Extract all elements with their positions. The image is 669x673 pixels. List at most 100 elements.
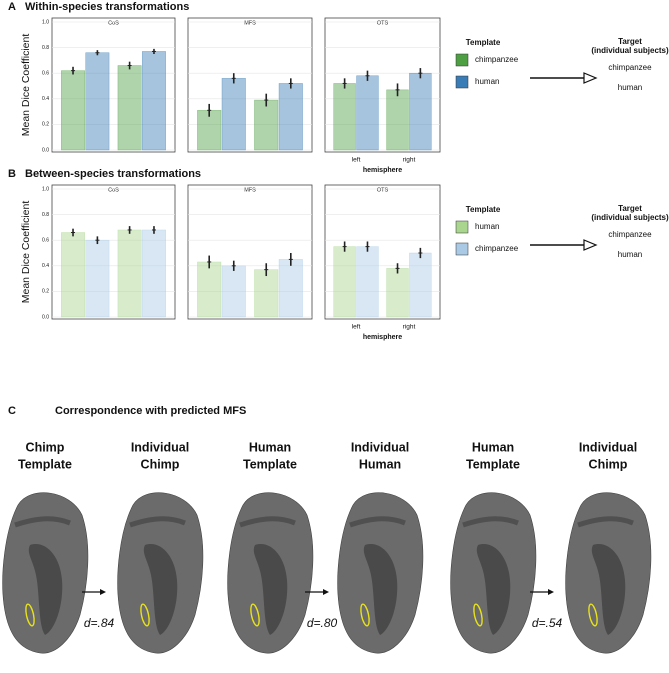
brain-caption: Human: [249, 440, 291, 454]
y-tick-label: 0.8: [42, 212, 49, 218]
bar: [386, 89, 409, 151]
y-tick-label: 0.4: [42, 263, 49, 269]
dice-score: d=.84: [84, 616, 115, 630]
bar: [333, 246, 356, 318]
brain-fold: [349, 516, 406, 528]
brain-sulcus: [253, 544, 288, 635]
x-axis-label: hemisphere: [363, 167, 402, 174]
arrow-head: [583, 72, 598, 84]
brain-caption: Human: [472, 440, 514, 454]
bar: [221, 78, 246, 151]
plot-frame: [51, 184, 176, 320]
y-tick-label: 0.0: [42, 314, 49, 320]
chart-title: OTS: [377, 187, 389, 193]
brain-sulcus: [476, 544, 511, 635]
bar: [409, 252, 432, 318]
legend-label: human: [475, 77, 499, 86]
legend-title: Template: [466, 205, 501, 214]
mfs-outline: [360, 603, 370, 627]
bar: [142, 51, 166, 151]
bar: [61, 232, 85, 318]
brain: [227, 492, 314, 654]
brain-caption: Chimp: [589, 457, 628, 471]
target-label: human: [618, 83, 642, 92]
x-tick-label: left: [352, 324, 361, 331]
mfs-outline: [250, 603, 260, 627]
plot-frame: [51, 17, 176, 153]
bar: [356, 246, 379, 318]
brain-caption: Individual: [351, 440, 409, 454]
y-tick-label: 0.2: [42, 122, 49, 128]
brain-sulcus: [143, 544, 178, 635]
mfs-outline: [473, 603, 483, 627]
y-tick-label: 0.2: [42, 289, 49, 295]
brain-caption: Template: [466, 457, 520, 471]
y-axis-label: Mean Dice Coefficient: [20, 34, 32, 137]
brain-fold: [239, 516, 296, 528]
brain-caption: Chimp: [141, 457, 180, 471]
y-tick-label: 1.0: [42, 186, 49, 192]
panel-label: C: [8, 405, 16, 417]
brain: [117, 492, 204, 654]
arrow-head: [548, 589, 554, 595]
target-subtitle: (individual subjects): [591, 46, 669, 55]
x-axis-label: hemisphere: [363, 334, 402, 341]
brain-sulcus: [28, 544, 63, 635]
brain-fold: [129, 516, 186, 528]
bar: [386, 268, 409, 318]
bar: [142, 229, 166, 318]
panel-title: Between-species transformations: [25, 168, 201, 180]
target-label: chimpanzee: [608, 63, 652, 72]
brain-caption: Template: [18, 457, 72, 471]
bar: [117, 65, 142, 151]
bar: [85, 52, 110, 151]
dice-score: d=.80: [307, 616, 338, 630]
target-subtitle: (individual subjects): [591, 213, 669, 222]
mfs-outline: [588, 603, 598, 627]
legend-swatch: [455, 75, 469, 89]
brain-fold: [577, 516, 634, 528]
panel-label: B: [8, 168, 16, 180]
brain: [450, 492, 537, 654]
mfs-outline: [25, 603, 35, 627]
y-tick-label: 1.0: [42, 19, 49, 25]
brain-fold: [14, 516, 71, 528]
brain-sulcus: [363, 544, 398, 635]
x-tick-label: left: [352, 157, 361, 164]
brain: [337, 492, 424, 654]
bar: [85, 239, 110, 318]
bar: [117, 229, 142, 318]
arrow-head: [583, 239, 598, 251]
target-title: Target: [618, 37, 642, 46]
bar: [221, 265, 246, 318]
y-tick-label: 0.6: [42, 71, 49, 77]
chart-title: CoS: [108, 187, 119, 193]
bar: [278, 83, 303, 151]
panel-label: A: [8, 1, 16, 13]
arrow-head: [323, 589, 329, 595]
bar: [61, 70, 85, 151]
brain-fold: [462, 516, 519, 528]
target-label: chimpanzee: [608, 230, 652, 239]
legend-label: chimpanzee: [475, 55, 519, 64]
brain-sulcus: [591, 544, 626, 635]
y-tick-label: 0.0: [42, 147, 49, 153]
plot-frame: [187, 184, 313, 320]
bar: [333, 83, 356, 151]
legend-label: chimpanzee: [475, 244, 519, 253]
mfs-outline: [140, 603, 150, 627]
chart-title: CoS: [108, 20, 119, 26]
legend-swatch: [455, 242, 469, 256]
x-tick-label: right: [403, 324, 416, 331]
target-label: human: [618, 250, 642, 259]
panel-title: Within-species transformations: [25, 1, 189, 13]
dice-score: d=.54: [532, 616, 563, 630]
bar: [278, 259, 303, 318]
y-tick-label: 0.4: [42, 96, 49, 102]
brain-caption: Chimp: [26, 440, 65, 454]
brain-caption: Individual: [579, 440, 637, 454]
bar: [254, 269, 279, 318]
brain: [565, 492, 652, 654]
